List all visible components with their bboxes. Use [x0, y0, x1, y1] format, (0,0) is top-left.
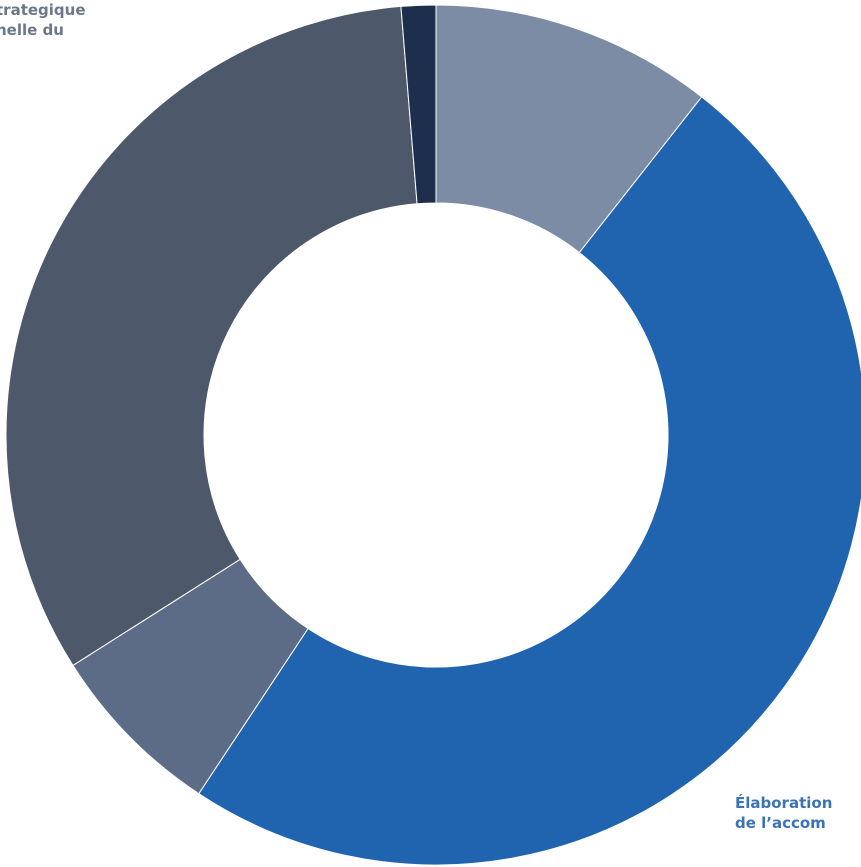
donut-slice-4 [5, 5, 418, 667]
donut-slice-5 [400, 4, 437, 205]
annotation-bottom-right: Élaboration de l’accom [735, 793, 832, 833]
annotation-top-left-line-1: trategique [0, 1, 86, 19]
annotation-top-left-line-2: nelle du [0, 21, 64, 39]
donut-slice-2 [198, 96, 861, 866]
annotation-bottom-right-line-1: Élaboration [735, 794, 833, 812]
annotation-top-left: trategique nelle du [0, 0, 86, 40]
annotation-bottom-right-line-2: de l’accom [735, 814, 826, 832]
